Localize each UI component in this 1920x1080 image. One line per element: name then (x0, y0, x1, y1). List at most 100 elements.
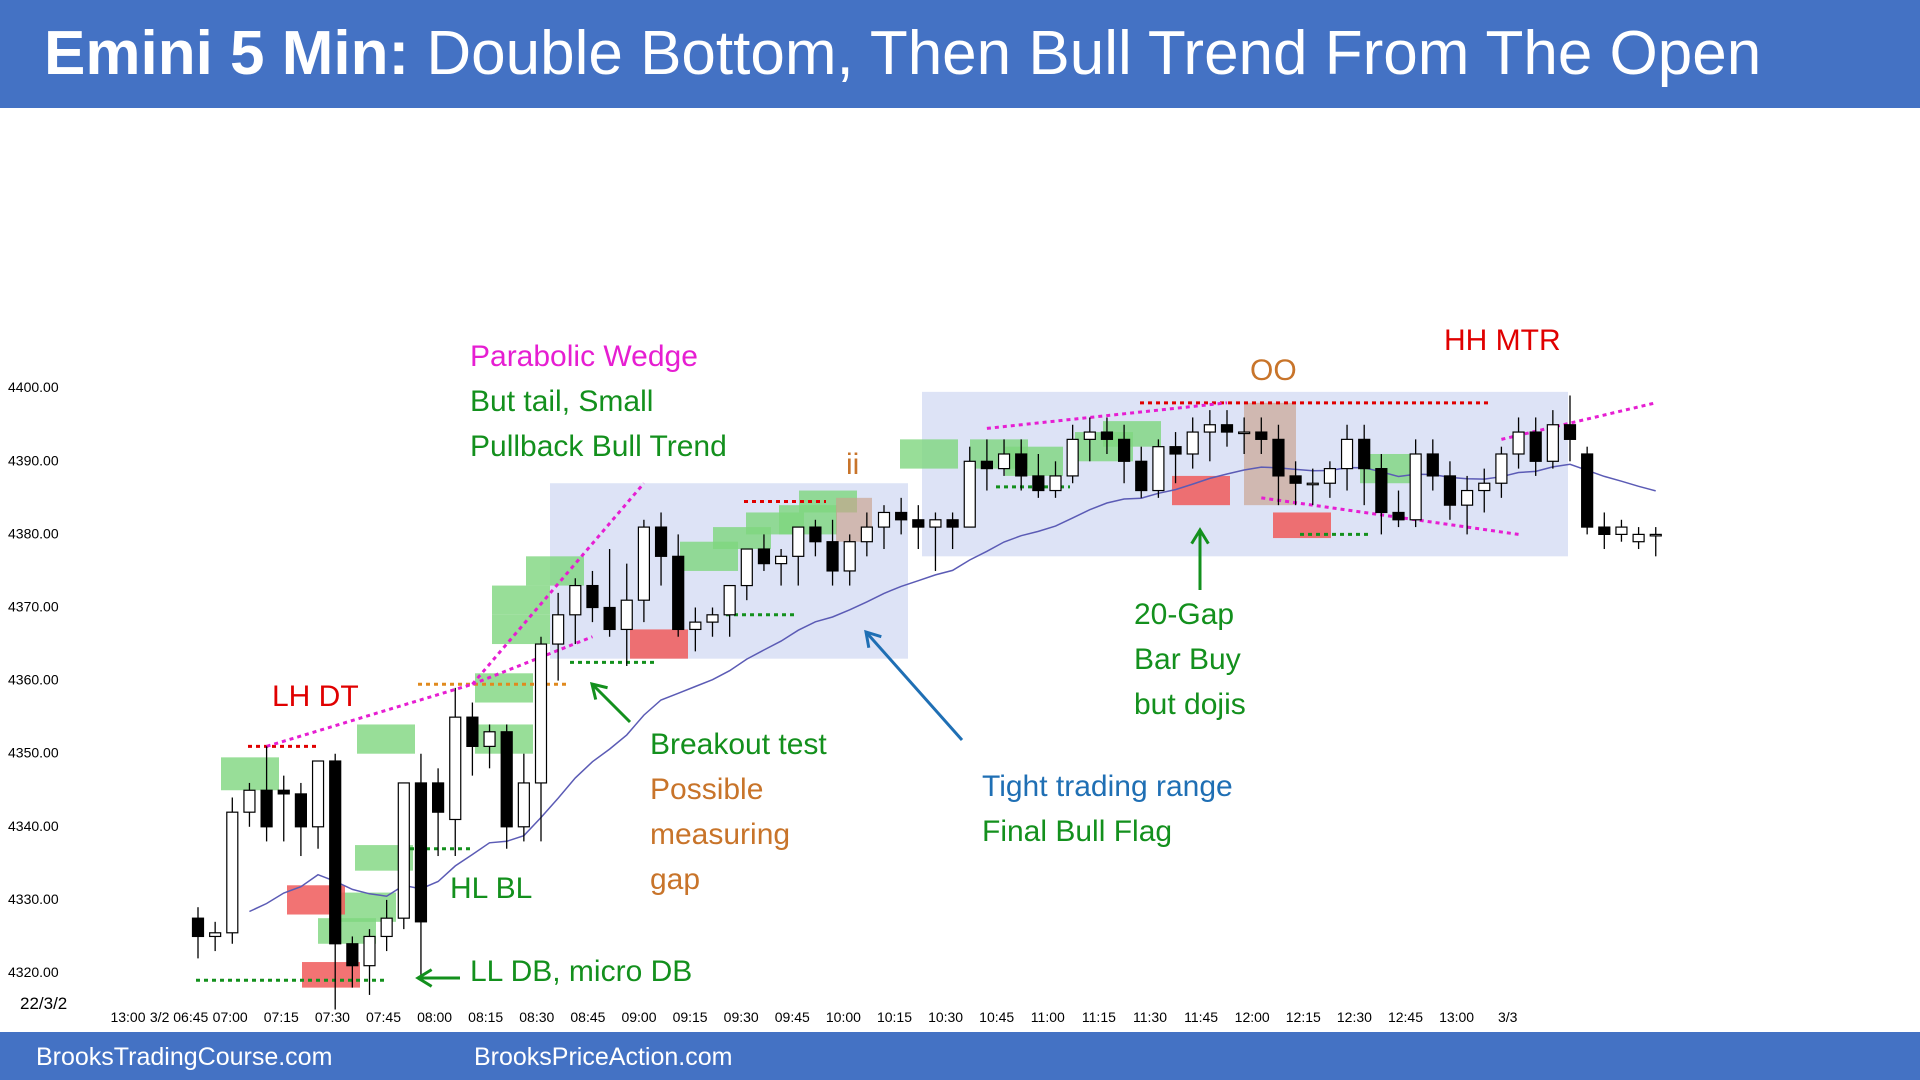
x-tick-label: 12:45 (1388, 1009, 1423, 1025)
x-tick-label: 12:30 (1337, 1009, 1372, 1025)
y-tick-label: 4370.00 (8, 599, 59, 615)
x-tick-label: 13:00 (110, 1009, 145, 1025)
y-tick-label: 4330.00 (8, 891, 59, 907)
annotation-breakout-test: Breakout test (650, 728, 827, 761)
x-tick-label: 10:45 (979, 1009, 1014, 1025)
footer-right-link[interactable]: BrooksPriceAction.com (474, 1043, 733, 1071)
candle-bull (1203, 424, 1216, 433)
x-tick-label: 10:30 (928, 1009, 963, 1025)
annotation-hl-bl: HL BL (450, 872, 533, 905)
x-tick-label: 08:45 (570, 1009, 605, 1025)
x-tick-label: 10:00 (826, 1009, 861, 1025)
trend-line-magenta (1261, 496, 1519, 536)
candle-bear (1015, 453, 1028, 477)
annotation-ii: ii (846, 448, 860, 481)
candle-bull (534, 643, 548, 784)
candle-bear (1135, 460, 1148, 492)
arrow-breakout-test-shaft (590, 682, 632, 724)
candle-bull (637, 526, 651, 601)
candle-bull (1049, 475, 1062, 492)
candle-bear (895, 511, 908, 521)
annotation-but-tail-line-2: Pullback Bull Trend (470, 430, 727, 463)
candle-bear (1392, 511, 1405, 521)
x-tick-label: 09:45 (775, 1009, 810, 1025)
candle-bull (397, 782, 410, 919)
x-tick-label: 07:15 (264, 1009, 299, 1025)
arrow-ll-db-head (415, 968, 433, 988)
green-signal-box-17 (1005, 446, 1063, 476)
x-tick-label: 11:15 (1082, 1009, 1116, 1025)
candle-bear (809, 526, 822, 543)
x-tick-label: 10:15 (877, 1009, 912, 1025)
y-tick-label: 4350.00 (8, 745, 59, 761)
candle-bull (449, 716, 462, 821)
tan-signal-box-1 (1244, 402, 1296, 506)
candle-bull (774, 555, 788, 565)
trend-line-magenta (986, 401, 1228, 430)
candle-bear (1032, 475, 1045, 492)
candle-bear (414, 782, 428, 923)
candle-bull (689, 621, 702, 631)
candle-bear (1529, 431, 1542, 462)
candle-bull (877, 511, 891, 528)
candle-bear (1289, 475, 1302, 484)
candle-bull (209, 932, 222, 938)
candle-bear (1358, 438, 1371, 470)
candle-bear (1220, 424, 1234, 433)
footer-left-link[interactable]: BrooksTradingCourse.com (36, 1043, 333, 1071)
candle-bear (294, 793, 307, 828)
candle-bear (1581, 453, 1594, 528)
annotation-hh-mtr: HH MTR (1444, 324, 1561, 357)
arrow-tight-range-head (864, 629, 882, 649)
candle-bull (1546, 424, 1559, 462)
title-symbol: Emini 5 Min: (44, 19, 410, 88)
x-tick-label: 09:30 (724, 1009, 759, 1025)
candle-bull (1186, 431, 1199, 455)
annotation-oo: OO (1250, 354, 1297, 387)
y-tick-label: 4390.00 (8, 452, 59, 468)
y-tick-label: 4320.00 (8, 964, 59, 980)
candle-bull (380, 917, 393, 938)
candle-bear (672, 555, 685, 631)
y-tick-label: 4380.00 (8, 525, 59, 541)
candle-bull (1306, 482, 1319, 486)
red-signal-box-1 (302, 962, 360, 988)
annotation-but-tail-line-1: But tail, Small (470, 385, 654, 418)
candle-bull (1615, 526, 1628, 536)
candle-bull (723, 584, 736, 616)
annotation-lh-dt: LH DT (272, 680, 359, 713)
candle-bull (483, 731, 496, 747)
x-tick-label: 12:00 (1235, 1009, 1270, 1025)
annotation-parabolic-wedge: Parabolic Wedge (470, 340, 698, 373)
footer-bar (0, 1032, 1920, 1080)
candle-bear (466, 716, 479, 747)
candle-bull (1478, 482, 1491, 492)
annotation-ll-db: LL DB, micro DB (470, 955, 693, 988)
candle-bull (1409, 453, 1422, 521)
title-subtitle: Double Bottom, Then Bull Trend From The … (426, 19, 1762, 88)
x-tick-label: 07:30 (315, 1009, 350, 1025)
candle-bull (363, 935, 376, 967)
candle-bull (311, 760, 325, 828)
candle-bear (980, 460, 994, 470)
candle-bear (346, 943, 359, 967)
candle-bull (1632, 533, 1645, 543)
x-tick-label: 3/2 06:45 (150, 1009, 209, 1025)
candle-bear (1169, 446, 1182, 455)
green-signal-box-5 (492, 585, 550, 615)
candle-bull (226, 811, 239, 934)
trend-line-magenta (471, 635, 594, 686)
x-tick-label: 11:00 (1031, 1009, 1065, 1025)
candle-bull (843, 541, 856, 572)
candle-bear (586, 584, 599, 609)
candle-bear (1443, 475, 1457, 506)
candle-bull (963, 460, 976, 528)
arrow-tight-range-shaft (864, 631, 964, 741)
title-bar (0, 0, 1920, 108)
annotation-but-tail: But tail, Small Pullback Bull Trend (470, 379, 727, 469)
candle-bull (1238, 431, 1251, 435)
candle-bear (1255, 431, 1268, 440)
red-signal-box-3 (1172, 475, 1230, 506)
candle-bull (1083, 431, 1096, 440)
candle-bear (432, 782, 445, 813)
